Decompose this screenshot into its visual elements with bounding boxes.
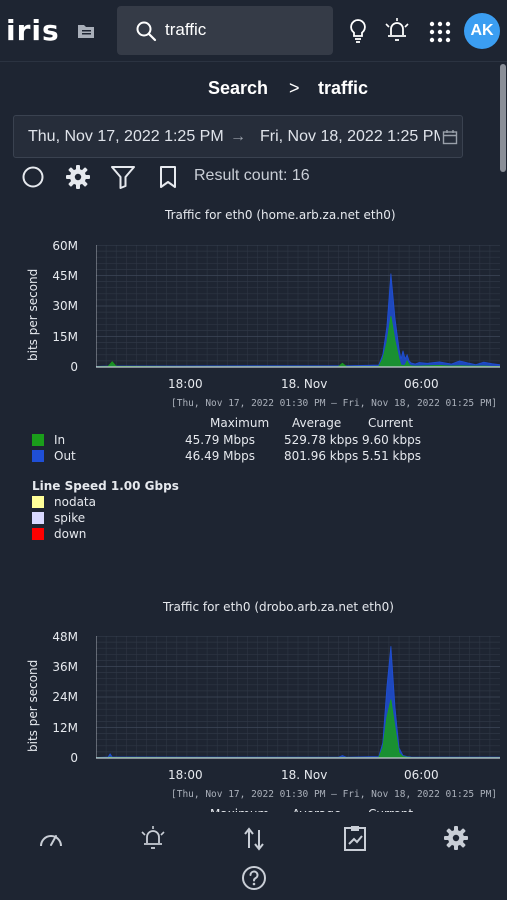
chart-1-ytick-30M: 30M xyxy=(52,299,78,313)
chart-2-ytick-36M: 36M xyxy=(52,660,78,674)
chart-1-ytick-60M: 60M xyxy=(52,239,78,253)
alerts-bell-icon[interactable] xyxy=(139,824,167,852)
legend-nodata-label: nodata xyxy=(54,495,96,509)
chart-1-ytick-45M: 45M xyxy=(52,269,78,283)
transfer-arrows-icon[interactable] xyxy=(242,826,266,852)
legend-nodata-swatch xyxy=(32,496,44,508)
chart-2-xtick-1800: 18:00 xyxy=(168,768,203,782)
chart-1-title: Traffic for eth0 (home.arb.za.net eth0) xyxy=(165,208,396,222)
breadcrumb-current: traffic xyxy=(318,78,369,98)
dashboard-gauge-icon[interactable] xyxy=(38,826,64,850)
chart-2-xtick-0600: 06:00 xyxy=(404,768,439,782)
chart-1-plot xyxy=(96,245,500,368)
date-range-picker[interactable]: Thu, Nov 17, 2022 1:25 PM → Fri, Nov 18,… xyxy=(13,115,463,158)
apps-grid-icon[interactable] xyxy=(428,20,452,44)
chart-1-in-max: 45.79 Mbps xyxy=(185,433,256,447)
bottom-nav xyxy=(0,812,507,900)
search-input[interactable] xyxy=(165,20,325,40)
chart-1-out-avg: 801.96 kbps xyxy=(284,449,359,463)
chart-1-stat-header-max: Maximum xyxy=(210,416,270,430)
avatar[interactable]: AK xyxy=(464,13,500,49)
search-icon xyxy=(136,21,157,42)
alarm-bell-icon[interactable] xyxy=(383,16,411,44)
legend-out-swatch xyxy=(32,450,44,462)
chart-2-ytick-12M: 12M xyxy=(52,721,78,735)
scrollbar-thumb[interactable] xyxy=(500,64,506,172)
chart-1-period: [Thu, Nov 17, 2022 01:30 PM – Fri, Nov 1… xyxy=(171,398,498,409)
chart-1-series-out xyxy=(96,273,500,368)
line-speed-label: Line Speed 1.00 Gbps xyxy=(32,479,179,493)
help-icon[interactable] xyxy=(241,865,267,891)
legend-down-swatch xyxy=(32,528,44,540)
circle-select-icon[interactable] xyxy=(21,165,45,189)
chart-1-xtick-1800: 18:00 xyxy=(168,377,203,391)
legend-spike-label: spike xyxy=(54,511,86,525)
chart-1-ytick-0: 0 xyxy=(70,360,78,374)
chart-2-ytick-48M: 48M xyxy=(52,630,78,644)
bookmark-icon[interactable] xyxy=(158,165,178,189)
chart-1-xtick-18nov: 18. Nov xyxy=(281,377,328,391)
chart-2-title: Traffic for eth0 (drobo.arb.za.net eth0) xyxy=(163,600,394,614)
scrollbar[interactable] xyxy=(499,62,507,822)
search-box[interactable] xyxy=(117,6,333,55)
chart-1-out-cur: 5.51 kbps xyxy=(362,449,421,463)
legend-out-label: Out xyxy=(54,449,76,463)
chart-2-ytick-0: 0 xyxy=(70,751,78,765)
breadcrumb-root[interactable]: Search xyxy=(208,78,269,98)
chart-2-ytick-24M: 24M xyxy=(52,690,78,704)
settings-icon[interactable] xyxy=(443,825,469,851)
chart-2-xtick-18nov: 18. Nov xyxy=(281,768,328,782)
legend-in-label: In xyxy=(54,433,66,447)
chart-1-out-max: 46.49 Mbps xyxy=(185,449,256,463)
date-range-to[interactable]: Fri, Nov 18, 2022 1:25 PM xyxy=(260,128,440,145)
date-range-arrow: → xyxy=(230,128,246,145)
calendar-icon[interactable] xyxy=(442,129,458,145)
folder-icon[interactable] xyxy=(76,22,96,40)
breadcrumb-separator: > xyxy=(289,78,300,98)
chart-1-in-cur: 9.60 kbps xyxy=(362,433,421,447)
chart-2-series-out xyxy=(96,646,500,759)
legend-spike-swatch xyxy=(32,512,44,524)
report-clipboard-icon[interactable] xyxy=(342,824,368,852)
lightbulb-icon[interactable] xyxy=(347,18,369,44)
chart-2-period: [Thu, Nov 17, 2022 01:30 PM – Fri, Nov 1… xyxy=(171,789,498,800)
settings-gear-icon[interactable] xyxy=(65,164,91,190)
chart-1-ytick-15M: 15M xyxy=(52,330,78,344)
top-bar: iris AK xyxy=(0,0,507,62)
chart-1-stat-header-avg: Average xyxy=(292,416,342,430)
chart-1-stat-header-cur: Current xyxy=(368,416,414,430)
chart-1-xtick-0600: 06:00 xyxy=(404,377,439,391)
chart-1-in-avg: 529.78 kbps xyxy=(284,433,359,447)
app-logo[interactable]: iris xyxy=(6,14,60,47)
filter-icon[interactable] xyxy=(110,164,136,190)
date-range-from[interactable]: Thu, Nov 17, 2022 1:25 PM xyxy=(28,128,223,145)
legend-down-label: down xyxy=(54,527,87,541)
chart-2-plot xyxy=(96,636,500,759)
result-count: Result count: 16 xyxy=(194,167,310,184)
legend-in-swatch xyxy=(32,434,44,446)
